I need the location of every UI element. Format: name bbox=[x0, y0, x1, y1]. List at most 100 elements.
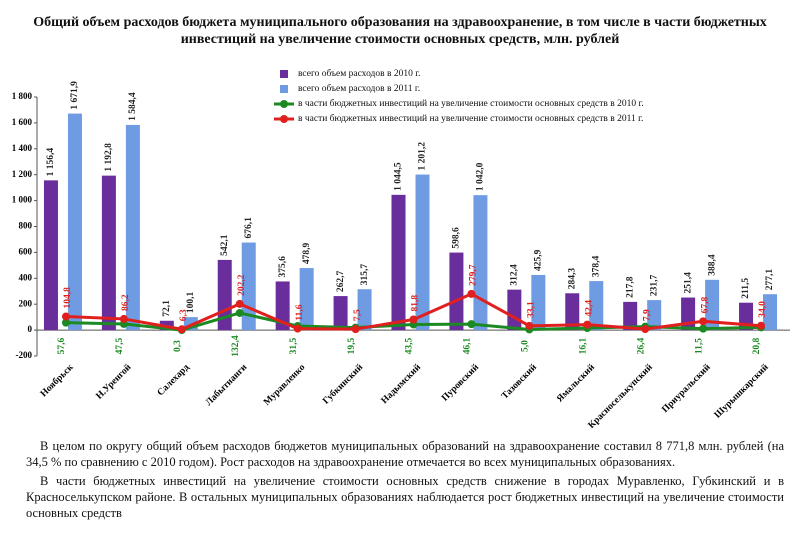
x-tick-label: Ямальский bbox=[554, 362, 597, 405]
line-marker bbox=[699, 317, 708, 326]
value-label: 1 584,4 bbox=[128, 92, 138, 121]
value-label: 279,7 bbox=[469, 264, 479, 286]
value-label: 5,0 bbox=[521, 340, 531, 352]
bar bbox=[333, 296, 348, 331]
legend-label: всего объем расходов в 2011 г. bbox=[298, 83, 420, 94]
value-label: 57,6 bbox=[57, 337, 67, 354]
line-marker bbox=[525, 321, 534, 330]
chart-title: Общий объем расходов бюджета муниципальн… bbox=[33, 15, 767, 47]
line-marker bbox=[641, 325, 650, 334]
value-label: 42,4 bbox=[584, 300, 594, 317]
value-label: 217,8 bbox=[625, 276, 635, 298]
y-tick-label: 600 bbox=[19, 246, 33, 256]
value-label: 100,1 bbox=[186, 292, 196, 314]
bar bbox=[705, 279, 720, 331]
bar bbox=[531, 274, 546, 331]
x-tick-label: Красноселькупский bbox=[586, 362, 655, 431]
bar bbox=[623, 301, 638, 331]
line-marker bbox=[235, 308, 244, 317]
y-tick-label: 400 bbox=[19, 272, 33, 282]
value-label: 202,2 bbox=[237, 274, 247, 296]
value-label: 19,5 bbox=[347, 337, 357, 354]
y-tick-label: 1 400 bbox=[12, 143, 33, 153]
value-label: 378,4 bbox=[591, 255, 601, 277]
value-label: 0,3 bbox=[173, 340, 183, 352]
value-label: 284,3 bbox=[567, 268, 577, 290]
value-label: 81,8 bbox=[411, 295, 421, 312]
line-marker bbox=[293, 324, 302, 333]
value-label: 542,1 bbox=[220, 234, 230, 256]
value-label: 20,8 bbox=[752, 337, 762, 354]
bar bbox=[473, 195, 488, 331]
value-label: 7,5 bbox=[353, 309, 363, 321]
x-tick-label: Н.Уренгой bbox=[94, 362, 134, 402]
bar bbox=[299, 268, 314, 331]
y-tick-label: 1 000 bbox=[12, 195, 33, 205]
bar bbox=[647, 300, 662, 331]
legend-label: в части бюджетных инвестиций на увеличен… bbox=[298, 98, 644, 109]
line-marker bbox=[699, 324, 708, 333]
bar bbox=[391, 194, 406, 331]
value-label: 72,1 bbox=[162, 300, 172, 317]
value-label: 388,4 bbox=[707, 254, 717, 276]
value-label: 86,2 bbox=[121, 294, 131, 311]
bar bbox=[565, 293, 580, 331]
line-marker bbox=[61, 312, 70, 321]
value-label: 33,1 bbox=[527, 301, 537, 318]
bar bbox=[357, 289, 372, 331]
y-tick-label: 1 800 bbox=[12, 91, 33, 101]
paragraph: В части бюджетных инвестиций на увеличен… bbox=[26, 474, 784, 520]
y-tick-label: 200 bbox=[19, 298, 33, 308]
value-label: 1 042,0 bbox=[476, 162, 486, 191]
value-label: 425,9 bbox=[534, 249, 544, 271]
legend-swatch bbox=[280, 85, 288, 93]
value-label: 251,4 bbox=[683, 272, 693, 294]
value-label: 676,1 bbox=[244, 217, 254, 239]
value-label: 104,8 bbox=[63, 287, 73, 309]
value-label: 231,7 bbox=[649, 274, 659, 296]
value-label: 16,1 bbox=[578, 337, 588, 354]
line-marker bbox=[119, 314, 128, 323]
line-marker bbox=[467, 289, 476, 298]
value-label: 315,7 bbox=[360, 264, 370, 286]
value-label: 1 201,2 bbox=[418, 142, 428, 171]
y-tick-label: 1 600 bbox=[12, 117, 33, 127]
line-marker bbox=[61, 318, 70, 327]
legend-label: всего объем расходов в 2010 г. bbox=[298, 68, 420, 79]
x-tick-label: Муравленко bbox=[262, 362, 307, 407]
value-label: 132,4 bbox=[231, 335, 241, 357]
value-label: 34,0 bbox=[758, 301, 768, 318]
value-label: 375,6 bbox=[278, 256, 288, 278]
value-label: 1 044,5 bbox=[394, 162, 404, 191]
line-marker bbox=[409, 315, 418, 324]
value-label: 262,7 bbox=[336, 270, 346, 292]
bar bbox=[43, 180, 58, 331]
value-label: 1 156,4 bbox=[46, 148, 56, 177]
value-label: 67,8 bbox=[700, 296, 710, 313]
value-label: 31,5 bbox=[289, 337, 299, 354]
paragraph: В целом по округу общий объем расходов б… bbox=[26, 439, 784, 469]
value-label: 11,6 bbox=[295, 304, 305, 320]
text-block: В целом по округу общий объем расходов б… bbox=[26, 438, 784, 524]
legend-label: в части бюджетных инвестиций на увеличен… bbox=[298, 113, 643, 124]
legend-swatch bbox=[280, 70, 288, 78]
x-tick-label: Лабытнанги bbox=[203, 362, 249, 408]
x-tick-label: Губкинский bbox=[321, 362, 366, 407]
value-label: 6,3 bbox=[179, 309, 189, 321]
bar bbox=[763, 294, 778, 331]
legend-swatch bbox=[280, 115, 288, 123]
value-label: 211,5 bbox=[741, 278, 751, 299]
x-tick-label: Шурышкарский bbox=[712, 362, 771, 421]
x-tick-label: Приуральский bbox=[660, 362, 713, 415]
value-label: 1 192,8 bbox=[104, 143, 114, 172]
y-tick-label: 0 bbox=[28, 324, 33, 334]
value-label: 1 671,9 bbox=[70, 81, 80, 110]
y-tick-label: -200 bbox=[16, 350, 33, 360]
bar bbox=[125, 124, 140, 331]
value-label: 312,4 bbox=[510, 264, 520, 286]
value-label: 7,9 bbox=[642, 309, 652, 321]
value-label: 47,5 bbox=[115, 337, 125, 354]
value-label: 46,1 bbox=[463, 337, 473, 354]
y-tick-label: 1 200 bbox=[12, 169, 33, 179]
bar bbox=[589, 281, 604, 331]
